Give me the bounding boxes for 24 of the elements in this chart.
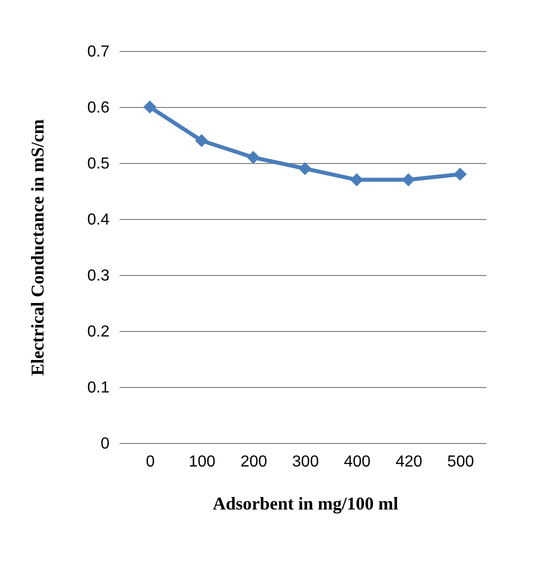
x-tick-label: 400 xyxy=(344,454,371,470)
y-tick-label: 0.2 xyxy=(87,324,110,340)
x-tick-label: 0 xyxy=(146,454,155,470)
point xyxy=(454,168,467,181)
y-tick-label: 0.7 xyxy=(87,44,110,60)
x-tick-label: 300 xyxy=(292,454,319,470)
y-tick-label: 0.1 xyxy=(87,380,110,396)
x-axis-title: Adsorbent in mg/100 ml xyxy=(212,494,398,514)
y-tick-label: 0.4 xyxy=(87,212,110,228)
point xyxy=(350,173,364,186)
y-tick-label: 0.3 xyxy=(87,268,110,284)
y-tick-label: 0.5 xyxy=(87,156,110,172)
y-axis-title: Electrical Conductance in mS/cm xyxy=(27,119,48,376)
x-tick-label: 200 xyxy=(240,454,268,470)
point xyxy=(402,173,415,186)
point xyxy=(246,150,260,164)
point xyxy=(143,100,156,114)
point xyxy=(298,162,312,176)
x-tick-label: 500 xyxy=(447,454,474,470)
y-tick-label: 0 xyxy=(100,436,110,452)
y-tick-label: 0.6 xyxy=(87,100,110,116)
x-tick-label: 420 xyxy=(396,454,422,470)
x-tick-label: 100 xyxy=(188,454,216,470)
point xyxy=(195,134,208,148)
